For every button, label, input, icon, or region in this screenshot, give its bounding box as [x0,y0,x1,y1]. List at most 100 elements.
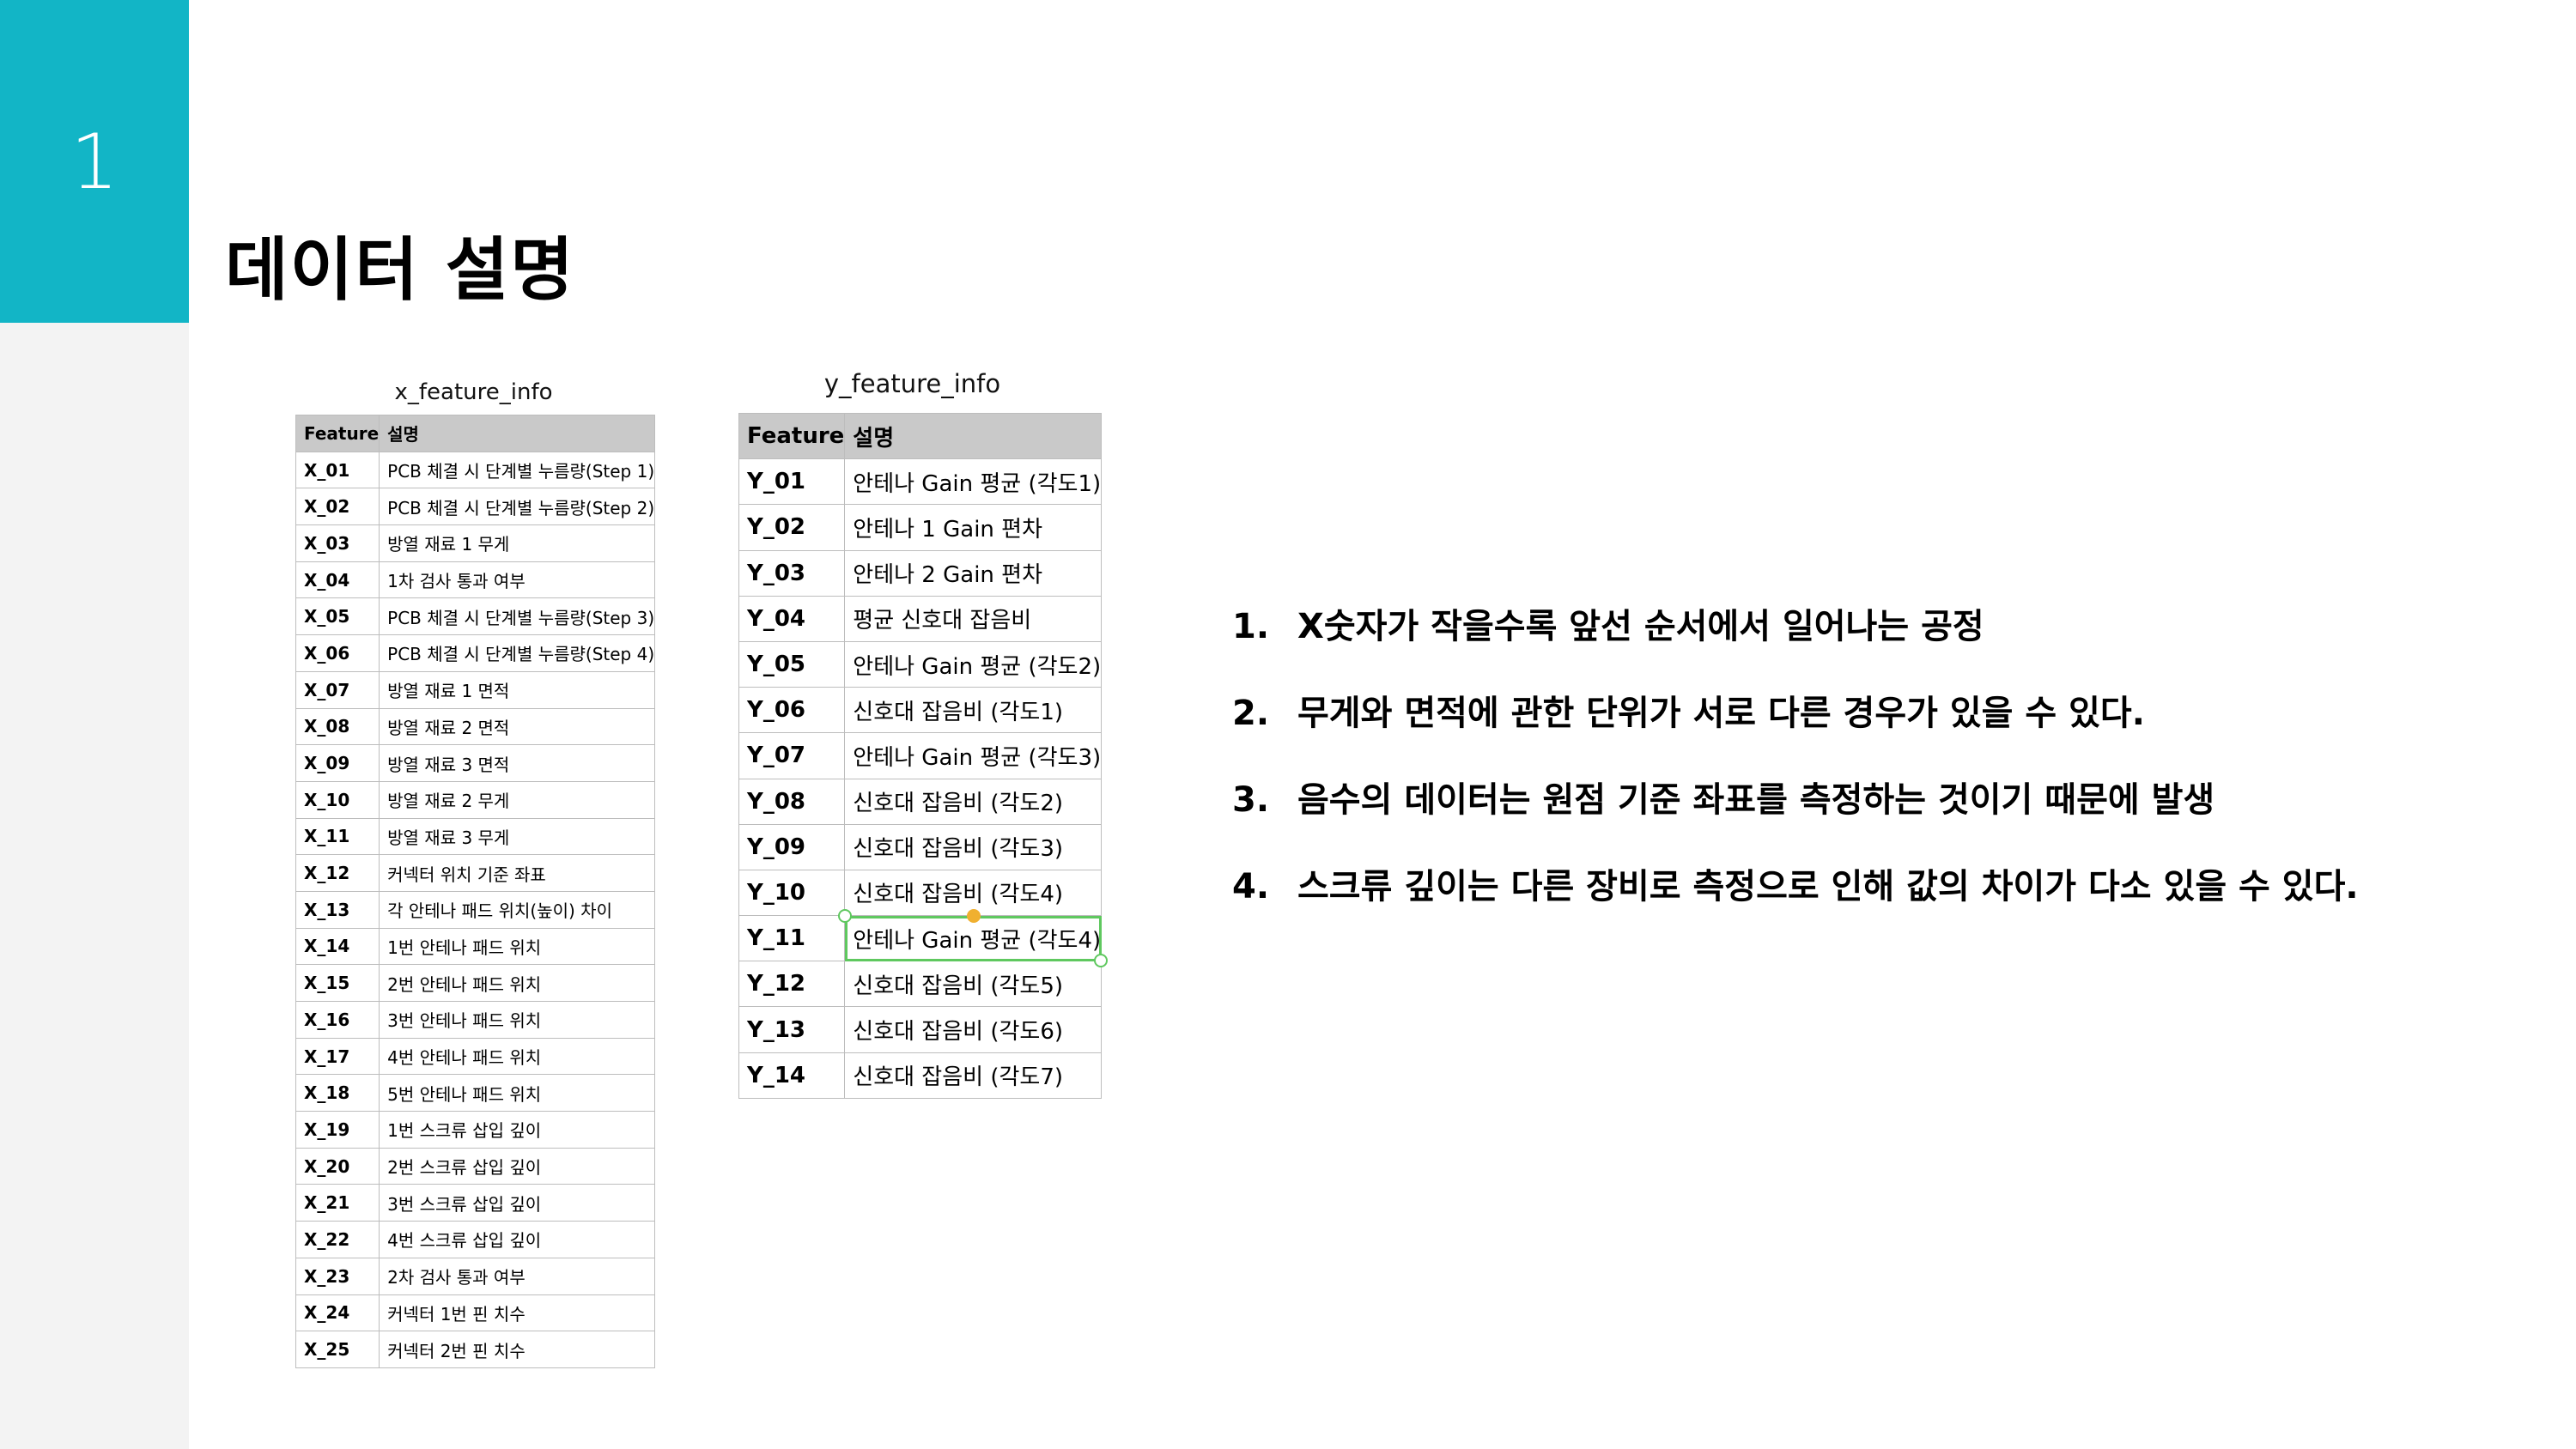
description-cell[interactable]: 커넥터 위치 기준 좌표 [379,854,656,892]
table-row[interactable]: Y_06 신호대 잡음비 (각도1) [738,687,1103,734]
feature-id-cell[interactable]: X_20 [295,1147,380,1185]
description-cell[interactable]: 안테나 1 Gain 편차 [844,504,1103,551]
feature-id-cell[interactable]: Y_04 [738,595,846,642]
description-cell[interactable]: 방열 재료 2 무게 [379,780,656,819]
feature-id-cell[interactable]: X_18 [295,1074,380,1113]
description-cell[interactable]: 각 안테나 패드 위치(높이) 차이 [379,890,656,929]
description-cell[interactable]: 3번 스크류 삽입 깊이 [379,1184,656,1222]
selection-handle[interactable] [838,909,853,924]
feature-id-cell[interactable]: X_05 [295,597,380,636]
table-row[interactable]: Y_10 신호대 잡음비 (각도4) [738,869,1103,917]
description-cell[interactable]: 신호대 잡음비 (각도3) [844,823,1103,870]
feature-id-cell[interactable]: X_14 [295,927,380,966]
table-row[interactable]: X_25 커넥터 2번 핀 치수 [295,1331,656,1368]
description-cell[interactable]: PCB 체결 시 단계별 누름량(Step 1) [379,451,656,489]
description-cell[interactable]: 방열 재료 2 면적 [379,707,656,746]
table-row[interactable]: X_07 방열 재료 1 면적 [295,670,656,709]
feature-id-cell[interactable]: X_02 [295,488,380,526]
feature-id-cell[interactable]: X_16 [295,1001,380,1039]
table-row[interactable]: X_23 2차 검사 통과 여부 [295,1257,656,1295]
description-cell[interactable]: 방열 재료 1 무게 [379,524,656,562]
description-cell[interactable]: 커넥터 2번 핀 치수 [379,1331,656,1368]
table-row[interactable]: Y_03 안테나 2 Gain 편차 [738,549,1103,597]
feature-id-cell[interactable]: Y_14 [738,1052,846,1099]
table-row[interactable]: X_09 방열 재료 3 면적 [295,744,656,782]
table-row[interactable]: Y_07 안테나 Gain 평균 (각도3) [738,732,1103,779]
table-row[interactable]: Y_01 안테나 Gain 평균 (각도1) [738,458,1103,506]
feature-id-cell[interactable]: Y_05 [738,640,846,688]
feature-id-cell[interactable]: Y_08 [738,778,846,825]
description-cell[interactable]: 신호대 잡음비 (각도1) [844,687,1103,734]
description-cell[interactable]: PCB 체결 시 단계별 누름량(Step 4) [379,634,656,672]
selected-description-cell[interactable]: 안테나 Gain 평균 (각도4) [838,909,1109,968]
feature-id-cell[interactable]: Y_02 [738,504,846,551]
selection-handle[interactable] [967,909,981,924]
feature-id-cell[interactable]: Y_12 [738,961,846,1008]
description-cell[interactable]: 2차 검사 통과 여부 [379,1257,656,1295]
description-cell[interactable]: 방열 재료 1 면적 [379,670,656,709]
description-cell[interactable]: 1번 안테나 패드 위치 [379,927,656,966]
table-row[interactable]: X_04 1차 검사 통과 여부 [295,561,656,599]
feature-id-cell[interactable]: X_07 [295,670,380,709]
description-cell[interactable]: 2번 스크류 삽입 깊이 [379,1147,656,1185]
description-cell[interactable]: 2번 안테나 패드 위치 [379,964,656,1002]
description-cell[interactable]: 신호대 잡음비 (각도2) [844,778,1103,825]
description-cell[interactable]: 신호대 잡음비 (각도4) [844,869,1103,917]
table-row[interactable]: X_14 1번 안테나 패드 위치 [295,927,656,966]
selection-handle[interactable] [1094,954,1109,968]
description-cell[interactable]: 3번 안테나 패드 위치 [379,1001,656,1039]
table-row[interactable]: Y_02 안테나 1 Gain 편차 [738,504,1103,551]
description-cell[interactable]: 안테나 Gain 평균 (각도2) [844,640,1103,688]
table-row[interactable]: X_22 4번 스크류 삽입 깊이 [295,1221,656,1258]
feature-id-cell[interactable]: X_08 [295,707,380,746]
feature-id-cell[interactable]: X_21 [295,1184,380,1222]
feature-id-cell[interactable]: X_01 [295,451,380,489]
table-row[interactable]: X_11 방열 재료 3 무게 [295,817,656,856]
table-row[interactable]: X_02 PCB 체결 시 단계별 누름량(Step 2) [295,488,656,526]
feature-id-cell[interactable]: X_22 [295,1221,380,1258]
table-row[interactable]: X_16 3번 안테나 패드 위치 [295,1001,656,1039]
table-row[interactable]: Y_05 안테나 Gain 평균 (각도2) [738,640,1103,688]
table-row[interactable]: X_18 5번 안테나 패드 위치 [295,1074,656,1113]
description-cell[interactable]: 4번 스크류 삽입 깊이 [379,1221,656,1258]
table-row[interactable]: Y_09 신호대 잡음비 (각도3) [738,823,1103,870]
table-row[interactable]: X_19 1번 스크류 삽입 깊이 [295,1111,656,1149]
description-cell[interactable]: 신호대 잡음비 (각도6) [844,1006,1103,1053]
description-cell[interactable]: 4번 안테나 패드 위치 [379,1037,656,1076]
feature-id-cell[interactable]: X_13 [295,890,380,929]
feature-id-cell[interactable]: X_12 [295,854,380,892]
description-cell[interactable]: 평균 신호대 잡음비 [844,595,1103,642]
table-row[interactable]: X_17 4번 안테나 패드 위치 [295,1037,656,1076]
feature-id-cell[interactable]: Y_09 [738,823,846,870]
feature-id-cell[interactable]: X_03 [295,524,380,562]
feature-id-cell[interactable]: X_17 [295,1037,380,1076]
feature-id-cell[interactable]: X_24 [295,1294,380,1332]
feature-id-cell[interactable]: X_25 [295,1331,380,1368]
table-row[interactable]: X_15 2번 안테나 패드 위치 [295,964,656,1002]
description-cell[interactable]: 신호대 잡음비 (각도5) [844,961,1103,1008]
feature-id-cell[interactable]: Y_10 [738,869,846,917]
description-cell[interactable]: 안테나 2 Gain 편차 [844,549,1103,597]
table-row[interactable]: X_06 PCB 체결 시 단계별 누름량(Step 4) [295,634,656,672]
description-cell[interactable]: 안테나 Gain 평균 (각도3) [844,732,1103,779]
feature-id-cell[interactable]: Y_13 [738,1006,846,1053]
table-row[interactable]: X_21 3번 스크류 삽입 깊이 [295,1184,656,1222]
table-row[interactable]: X_05 PCB 체결 시 단계별 누름량(Step 3) [295,597,656,636]
table-row[interactable]: X_24 커넥터 1번 핀 치수 [295,1294,656,1332]
description-cell[interactable]: PCB 체결 시 단계별 누름량(Step 3) [379,597,656,636]
table-row[interactable]: X_10 방열 재료 2 무게 [295,780,656,819]
table-row[interactable]: Y_11 안테나 Gain 평균 (각도4) [738,909,1109,968]
feature-id-cell[interactable]: Y_01 [738,458,846,506]
description-cell[interactable]: 방열 재료 3 무게 [379,817,656,856]
description-cell[interactable]: 1번 스크류 삽입 깊이 [379,1111,656,1149]
description-cell[interactable]: 방열 재료 3 면적 [379,744,656,782]
feature-id-cell[interactable]: X_06 [295,634,380,672]
table-row[interactable]: Y_14 신호대 잡음비 (각도7) [738,1052,1103,1099]
table-row[interactable]: Y_12 신호대 잡음비 (각도5) [738,961,1103,1008]
table-row[interactable]: Y_08 신호대 잡음비 (각도2) [738,778,1103,825]
feature-id-cell[interactable]: X_09 [295,744,380,782]
feature-id-cell[interactable]: X_23 [295,1257,380,1295]
feature-id-cell[interactable]: Y_11 [738,915,846,962]
feature-id-cell[interactable]: X_11 [295,817,380,856]
table-row[interactable]: Y_04 평균 신호대 잡음비 [738,595,1103,642]
